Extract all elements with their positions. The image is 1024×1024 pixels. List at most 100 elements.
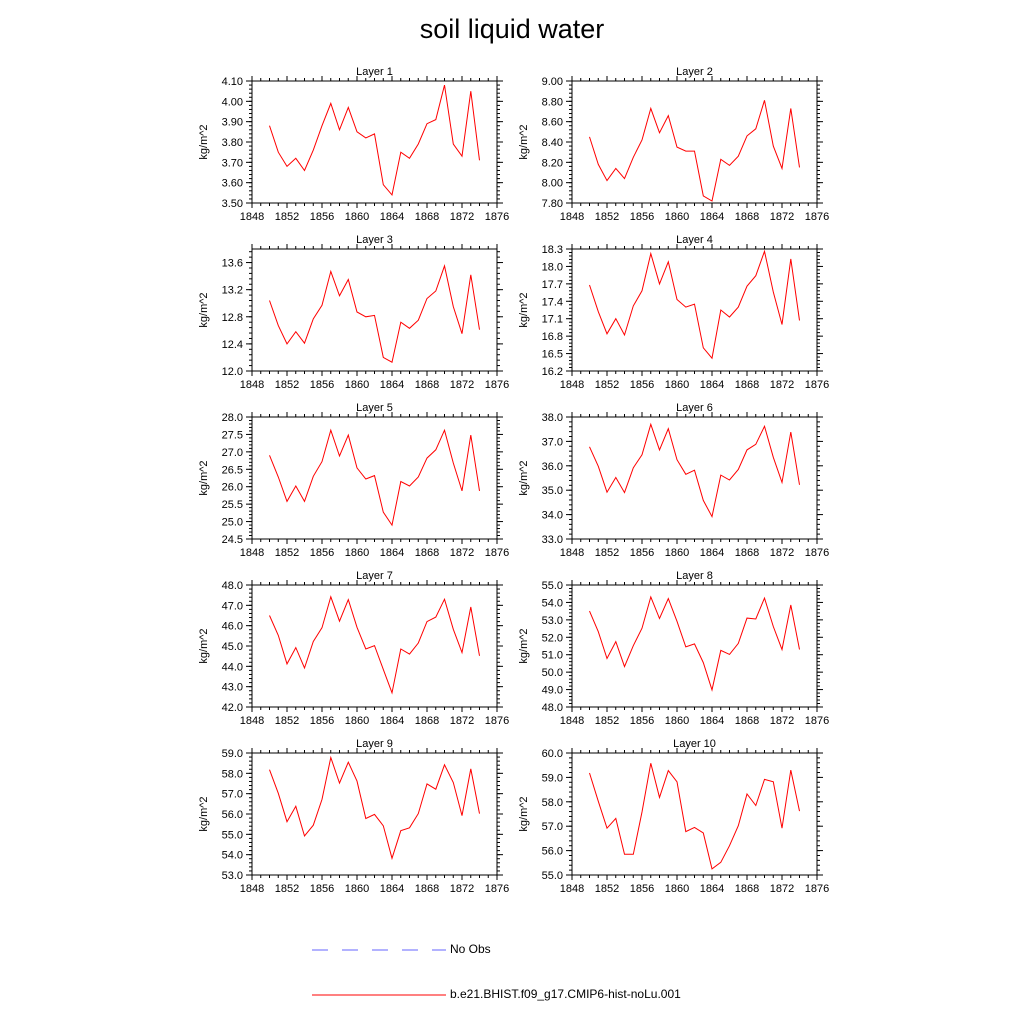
x-tick-label: 1860 bbox=[345, 715, 369, 727]
y-tick-label: 8.40 bbox=[542, 137, 563, 149]
series-line bbox=[269, 595, 480, 695]
y-axis-label: kg/m^2 bbox=[198, 460, 210, 495]
x-tick-label: 1876 bbox=[805, 715, 829, 727]
y-tick-label: 55.0 bbox=[542, 870, 563, 882]
y-tick-label: 8.60 bbox=[542, 117, 563, 129]
y-axis-label: kg/m^2 bbox=[198, 796, 210, 831]
panel-layer-6: Layer 6 kg/m^2 1848 1852 1856 1860 1864 1868 187… bbox=[518, 402, 829, 559]
x-tick-label: 1860 bbox=[665, 211, 689, 223]
y-tick-label: 47.0 bbox=[222, 600, 243, 612]
y-tick-label: 25.0 bbox=[222, 517, 243, 529]
panel-layer-8: Layer 8 kg/m^2 1848 1852 1856 1860 1864 1868 187… bbox=[518, 570, 829, 727]
x-tick-label: 1856 bbox=[310, 379, 334, 391]
x-tick-label: 1852 bbox=[275, 379, 299, 391]
y-tick-label: 17.1 bbox=[542, 314, 563, 326]
panel-frame bbox=[571, 752, 818, 876]
y-tick-label: 54.0 bbox=[222, 850, 243, 862]
x-tick-label: 1856 bbox=[310, 211, 334, 223]
x-tick-label: 1876 bbox=[485, 715, 509, 727]
y-tick-label: 34.0 bbox=[542, 510, 563, 522]
panel-title: Layer 2 bbox=[676, 66, 713, 78]
x-tick-label: 1868 bbox=[415, 211, 439, 223]
x-tick-label: 1864 bbox=[700, 883, 724, 895]
x-tick-label: 1872 bbox=[450, 715, 474, 727]
series-line bbox=[269, 755, 480, 861]
y-axis-label: kg/m^2 bbox=[518, 460, 530, 495]
y-tick-label: 27.0 bbox=[222, 447, 243, 459]
x-tick-label: 1860 bbox=[345, 547, 369, 559]
panel-frame bbox=[251, 416, 498, 540]
x-tick-label: 1868 bbox=[735, 883, 759, 895]
y-tick-label: 48.0 bbox=[222, 580, 243, 592]
series-line bbox=[269, 84, 480, 197]
y-tick-label: 7.80 bbox=[542, 198, 563, 210]
y-tick-label: 50.0 bbox=[542, 667, 563, 679]
x-tick-label: 1876 bbox=[805, 547, 829, 559]
panel-frame bbox=[251, 248, 498, 372]
y-tick-label: 48.0 bbox=[542, 702, 563, 714]
x-tick-label: 1848 bbox=[240, 715, 264, 727]
y-tick-label: 46.0 bbox=[222, 621, 243, 633]
x-tick-label: 1852 bbox=[595, 883, 619, 895]
x-tick-label: 1856 bbox=[630, 379, 654, 391]
x-tick-label: 1868 bbox=[415, 715, 439, 727]
x-tick-label: 1848 bbox=[240, 211, 264, 223]
y-tick-label: 12.8 bbox=[222, 312, 243, 324]
x-tick-label: 1856 bbox=[630, 211, 654, 223]
x-tick-label: 1860 bbox=[665, 715, 689, 727]
y-tick-label: 18.0 bbox=[542, 261, 563, 273]
x-tick-label: 1856 bbox=[630, 715, 654, 727]
y-tick-label: 8.00 bbox=[542, 178, 563, 190]
x-tick-label: 1852 bbox=[275, 547, 299, 559]
y-tick-label: 43.0 bbox=[222, 682, 243, 694]
y-tick-label: 56.0 bbox=[222, 809, 243, 821]
y-axis-label: kg/m^2 bbox=[198, 628, 210, 663]
x-tick-label: 1872 bbox=[450, 379, 474, 391]
y-tick-label: 16.8 bbox=[542, 331, 563, 343]
x-tick-label: 1872 bbox=[770, 211, 794, 223]
x-tick-label: 1852 bbox=[275, 211, 299, 223]
x-tick-label: 1876 bbox=[805, 211, 829, 223]
x-tick-label: 1848 bbox=[560, 379, 584, 391]
y-axis-label: kg/m^2 bbox=[518, 124, 530, 159]
y-tick-label: 9.00 bbox=[542, 76, 563, 88]
y-tick-label: 59.0 bbox=[222, 748, 243, 760]
y-tick-label: 58.0 bbox=[542, 797, 563, 809]
y-tick-label: 16.2 bbox=[542, 366, 563, 378]
x-tick-label: 1872 bbox=[770, 883, 794, 895]
y-tick-label: 35.0 bbox=[542, 485, 563, 497]
y-tick-label: 42.0 bbox=[222, 702, 243, 714]
series-line bbox=[589, 763, 800, 870]
y-tick-label: 16.5 bbox=[542, 349, 563, 361]
panel-layer-10: Layer 10 kg/m^2 1848 1852 1856 1860 1864 1868 18… bbox=[518, 738, 829, 895]
y-tick-label: 8.20 bbox=[542, 157, 563, 169]
x-tick-label: 1868 bbox=[415, 883, 439, 895]
series-line bbox=[589, 249, 800, 360]
panel-title: Layer 10 bbox=[673, 738, 716, 750]
y-tick-label: 53.0 bbox=[542, 615, 563, 627]
y-tick-label: 55.0 bbox=[222, 829, 243, 841]
y-tick-label: 24.5 bbox=[222, 534, 243, 546]
x-tick-label: 1860 bbox=[665, 547, 689, 559]
y-tick-label: 33.0 bbox=[542, 534, 563, 546]
x-tick-label: 1848 bbox=[560, 883, 584, 895]
series-line bbox=[589, 100, 800, 202]
x-tick-label: 1872 bbox=[770, 715, 794, 727]
x-tick-label: 1856 bbox=[630, 547, 654, 559]
y-tick-label: 44.0 bbox=[222, 661, 243, 673]
y-tick-label: 26.0 bbox=[222, 482, 243, 494]
y-tick-label: 28.0 bbox=[222, 412, 243, 424]
x-tick-label: 1856 bbox=[310, 547, 334, 559]
y-tick-label: 36.0 bbox=[542, 461, 563, 473]
x-tick-label: 1868 bbox=[735, 379, 759, 391]
x-tick-label: 1872 bbox=[770, 547, 794, 559]
x-tick-label: 1848 bbox=[560, 211, 584, 223]
x-tick-label: 1864 bbox=[700, 547, 724, 559]
series-line bbox=[589, 595, 800, 692]
x-tick-label: 1868 bbox=[735, 211, 759, 223]
panel-title: Layer 8 bbox=[676, 570, 713, 582]
panel-frame bbox=[251, 80, 498, 204]
x-tick-label: 1876 bbox=[805, 883, 829, 895]
panel-layer-5: Layer 5 kg/m^2 1848 1852 1856 1860 1864 1868 187… bbox=[198, 402, 509, 559]
x-tick-label: 1876 bbox=[485, 211, 509, 223]
